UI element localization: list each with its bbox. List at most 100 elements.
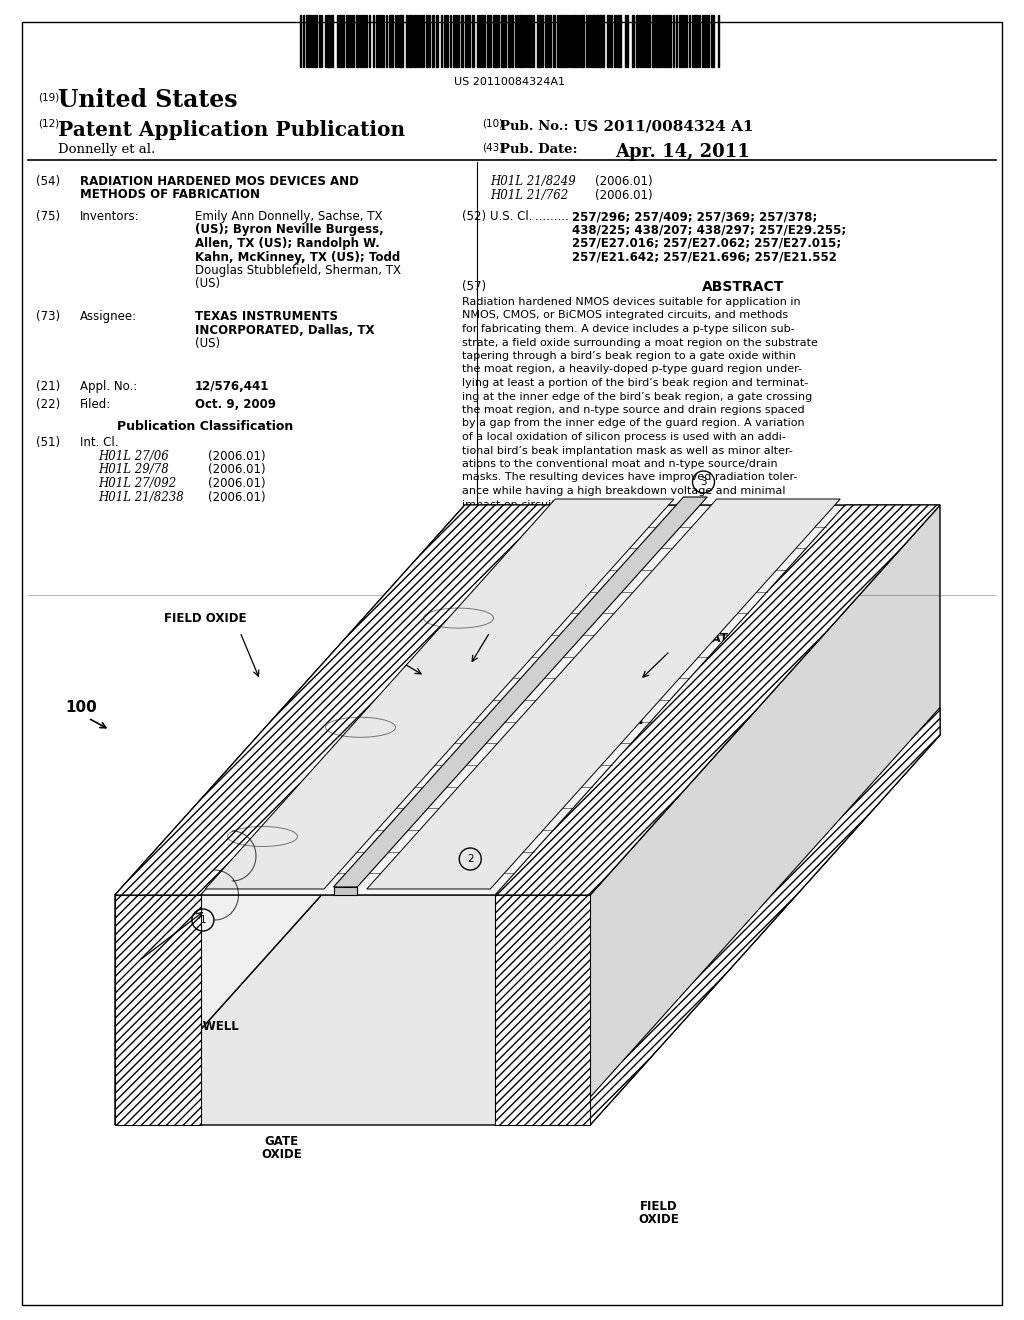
Text: by a gap from the inner edge of the guard region. A variation: by a gap from the inner edge of the guar… (462, 418, 805, 429)
Bar (389, 15, 393, 67)
Text: 1: 1 (200, 915, 206, 925)
Text: METHODS OF FABRICATION: METHODS OF FABRICATION (80, 189, 260, 202)
Text: 257/E27.016; 257/E27.062; 257/E27.015;: 257/E27.016; 257/E27.062; 257/E27.015; (572, 238, 842, 249)
Text: United States: United States (58, 88, 238, 112)
Text: 2: 2 (467, 854, 473, 865)
Text: FIELD OXIDE: FIELD OXIDE (164, 612, 246, 624)
Bar (406, 15, 408, 67)
Polygon shape (590, 506, 940, 1125)
Bar (581, 15, 584, 67)
Text: Kahn, McKinney, TX (US); Todd: Kahn, McKinney, TX (US); Todd (195, 251, 400, 264)
Bar (446, 15, 449, 67)
Bar (655, 15, 657, 67)
Polygon shape (334, 887, 357, 895)
Bar (346, 15, 348, 67)
Bar (669, 15, 671, 67)
Bar (487, 15, 489, 67)
Text: RADIATION HARDENED MOS DEVICES AND: RADIATION HARDENED MOS DEVICES AND (80, 176, 358, 187)
Text: Donnelly et al.: Donnelly et al. (58, 143, 156, 156)
Polygon shape (495, 895, 590, 1125)
Text: .........: ......... (535, 210, 572, 223)
Bar (663, 15, 665, 67)
Text: TEXAS INSTRUMENTS: TEXAS INSTRUMENTS (195, 310, 338, 323)
Text: 257/E21.642; 257/E21.696; 257/E21.552: 257/E21.642; 257/E21.696; 257/E21.552 (572, 251, 837, 264)
Bar (694, 15, 698, 67)
Bar (436, 15, 438, 67)
Bar (648, 15, 650, 67)
Text: Douglas Stubblefield, Sherman, TX: Douglas Stubblefield, Sherman, TX (195, 264, 401, 277)
Bar (592, 15, 595, 67)
Text: impact on circuit density.: impact on circuit density. (462, 499, 602, 510)
Text: US 2011/0084324 A1: US 2011/0084324 A1 (574, 120, 754, 135)
Bar (511, 15, 513, 67)
Bar (614, 15, 616, 67)
Bar (596, 15, 598, 67)
Bar (414, 15, 416, 67)
Text: (2006.01): (2006.01) (208, 450, 265, 463)
Text: (2006.01): (2006.01) (208, 463, 265, 477)
Bar (356, 15, 358, 67)
Text: BIRD’S BEAK: BIRD’S BEAK (468, 612, 552, 624)
Text: the moat region, and n-type source and drain regions spaced: the moat region, and n-type source and d… (462, 405, 805, 414)
Text: Allen, TX (US); Randolph W.: Allen, TX (US); Randolph W. (195, 238, 380, 249)
Text: (57): (57) (462, 280, 486, 293)
Text: of a local oxidation of silicon process is used with an addi-: of a local oxidation of silicon process … (462, 432, 785, 442)
Text: Emily Ann Donnelly, Sachse, TX: Emily Ann Donnelly, Sachse, TX (195, 210, 383, 223)
Text: H01L 29/78: H01L 29/78 (98, 463, 169, 477)
Text: masks. The resulting devices have improved radiation toler-: masks. The resulting devices have improv… (462, 473, 798, 483)
Polygon shape (205, 499, 674, 888)
Bar (643, 15, 645, 67)
Text: Oct. 9, 2009: Oct. 9, 2009 (195, 399, 276, 411)
Text: US 20110084324A1: US 20110084324A1 (455, 77, 565, 87)
Polygon shape (115, 506, 465, 1125)
Text: H01L 27/092: H01L 27/092 (98, 477, 176, 490)
Text: the moat region, a heavily-doped p-type guard region under-: the moat region, a heavily-doped p-type … (462, 364, 802, 375)
Text: Radiation hardened NMOS devices suitable for application in: Radiation hardened NMOS devices suitable… (462, 297, 801, 308)
Polygon shape (590, 708, 940, 1125)
Bar (565, 15, 567, 67)
Text: 12/576,441: 12/576,441 (195, 380, 269, 393)
Bar (327, 15, 330, 67)
Text: Assignee:: Assignee: (80, 310, 137, 323)
Bar (426, 15, 428, 67)
Bar (508, 15, 510, 67)
Text: DRAIN: DRAIN (602, 714, 645, 727)
Text: for fabricating them. A device includes a p-type silicon sub-: for fabricating them. A device includes … (462, 323, 795, 334)
Bar (549, 15, 551, 67)
Text: (2006.01): (2006.01) (208, 477, 265, 490)
Bar (537, 15, 541, 67)
Text: BIRD’S: BIRD’S (118, 965, 163, 978)
Text: Appl. No.:: Appl. No.: (80, 380, 137, 393)
Bar (331, 15, 333, 67)
Polygon shape (115, 506, 551, 895)
Bar (617, 15, 621, 67)
Bar (472, 15, 474, 67)
Text: H01L 21/762: H01L 21/762 (490, 189, 568, 202)
Bar (599, 15, 601, 67)
Text: ance while having a high breakdown voltage and minimal: ance while having a high breakdown volta… (462, 486, 785, 496)
Text: (21): (21) (36, 380, 60, 393)
Text: 100: 100 (65, 700, 96, 715)
Text: U.S. Cl.: U.S. Cl. (490, 210, 532, 223)
Bar (479, 15, 481, 67)
Bar (610, 15, 612, 67)
Text: (US); Byron Neville Burgess,: (US); Byron Neville Burgess, (195, 223, 384, 236)
Text: INCORPORATED, Dallas, TX: INCORPORATED, Dallas, TX (195, 323, 375, 337)
Text: SOURCE: SOURCE (373, 645, 427, 659)
Bar (306, 15, 310, 67)
Bar (432, 15, 434, 67)
Bar (339, 15, 342, 67)
Bar (707, 15, 709, 67)
Text: OXIDE: OXIDE (261, 1148, 302, 1162)
Text: (75): (75) (36, 210, 60, 223)
Bar (501, 15, 504, 67)
Text: (51): (51) (36, 436, 60, 449)
Text: Apr. 14, 2011: Apr. 14, 2011 (615, 143, 750, 161)
Bar (315, 15, 317, 67)
Text: BEAK: BEAK (123, 978, 158, 991)
Text: Inventors:: Inventors: (80, 210, 139, 223)
Text: Pub. Date:: Pub. Date: (500, 143, 578, 156)
Text: GATE: GATE (264, 1135, 298, 1148)
Text: tional bird’s beak implantation mask as well as minor alter-: tional bird’s beak implantation mask as … (462, 446, 793, 455)
Bar (519, 15, 521, 67)
